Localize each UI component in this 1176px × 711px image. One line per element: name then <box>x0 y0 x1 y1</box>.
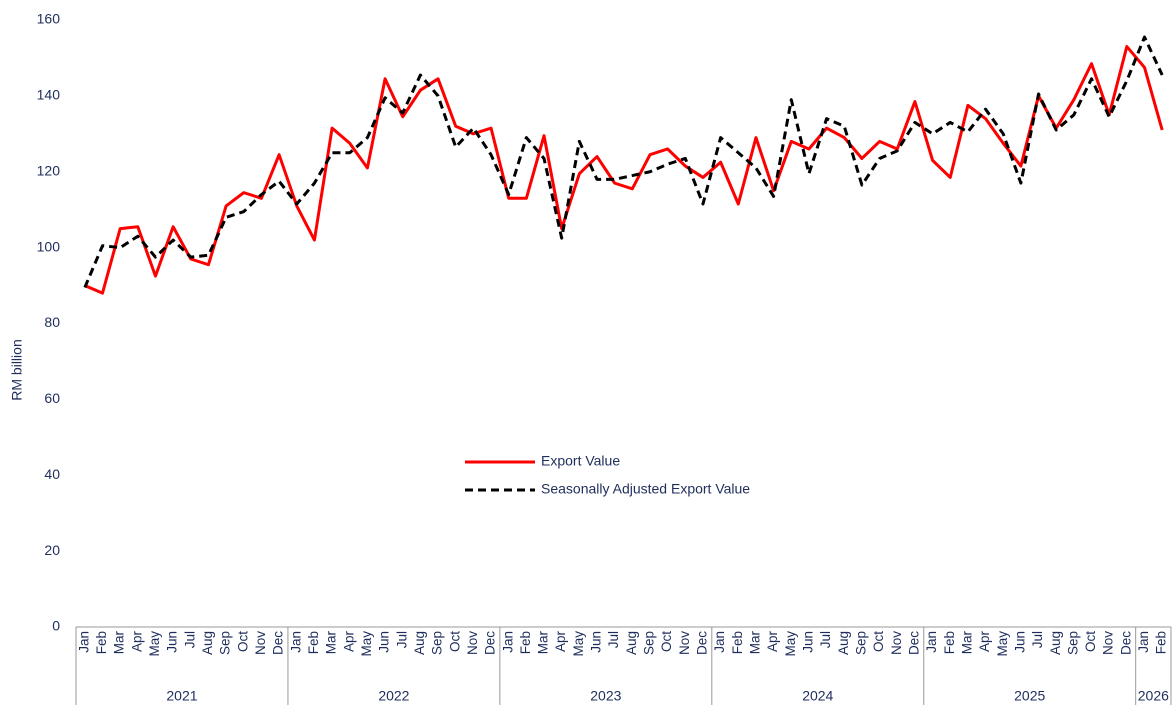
x-group-label: 2026 <box>1138 688 1169 704</box>
x-tick-label: May <box>147 631 162 657</box>
x-tick-label: Dec <box>271 631 286 655</box>
x-tick-label: Dec <box>695 631 710 655</box>
y-tick-label: 80 <box>44 314 60 330</box>
x-tick-label: Jul <box>394 631 409 648</box>
x-tick-label: Sep <box>430 631 445 655</box>
y-tick-label: 20 <box>44 542 60 558</box>
x-tick-label: Apr <box>977 631 992 653</box>
x-tick-label: Mar <box>536 630 551 654</box>
x-tick-label: May <box>783 631 798 657</box>
x-tick-label: Dec <box>483 631 498 655</box>
x-tick-label: Mar <box>748 630 763 654</box>
x-tick-label: Jan <box>500 631 515 653</box>
x-tick-label: Sep <box>853 631 868 655</box>
x-tick-label: Nov <box>465 631 480 655</box>
x-tick-label: Aug <box>624 631 639 655</box>
x-tick-label: Apr <box>341 631 356 653</box>
x-tick-label: May <box>995 631 1010 657</box>
y-tick-label: 40 <box>44 466 60 482</box>
x-tick-label: Jun <box>801 631 816 653</box>
y-tick-label: 140 <box>37 87 61 103</box>
data-line <box>83 35 1164 289</box>
x-tick-label: Nov <box>889 631 904 655</box>
x-tick-label: Aug <box>200 631 215 655</box>
x-tick-label: Dec <box>906 631 921 655</box>
x-tick-label: Oct <box>235 631 250 652</box>
x-tick-label: Feb <box>942 631 957 654</box>
x-group-label: 2024 <box>802 688 833 704</box>
x-tick-label: Jan <box>76 631 91 653</box>
x-tick-label: Dec <box>1118 631 1133 655</box>
x-tick-label: Feb <box>306 631 321 654</box>
x-tick-label: Jun <box>1012 631 1027 653</box>
x-group-label: 2022 <box>378 688 409 704</box>
x-tick-label: Jan <box>924 631 939 653</box>
x-tick-label: Jul <box>606 631 621 648</box>
x-tick-label: Jul <box>818 631 833 648</box>
x-tick-label: Feb <box>518 631 533 654</box>
x-tick-label: Aug <box>836 631 851 655</box>
x-group-label: 2023 <box>590 688 621 704</box>
y-tick-label: 120 <box>37 162 61 178</box>
legend-label: Export Value <box>541 453 620 469</box>
data-line <box>84 45 1164 295</box>
x-tick-label: May <box>359 631 374 657</box>
x-tick-label: Jan <box>712 631 727 653</box>
x-tick-label: Feb <box>1154 631 1169 654</box>
x-tick-label: Sep <box>218 631 233 655</box>
x-tick-label: Jan <box>1136 631 1151 653</box>
y-tick-label: 60 <box>44 390 60 406</box>
x-tick-label: Sep <box>642 631 657 655</box>
x-tick-label: Oct <box>871 631 886 652</box>
x-tick-label: Jan <box>288 631 303 653</box>
x-tick-label: Aug <box>412 631 427 655</box>
x-tick-label: Sep <box>1065 631 1080 655</box>
x-tick-label: Nov <box>1101 631 1116 655</box>
legend-label: Seasonally Adjusted Export Value <box>541 481 750 497</box>
y-tick-label: 0 <box>52 618 60 634</box>
x-tick-label: Oct <box>1083 631 1098 652</box>
x-tick-label: Apr <box>129 631 144 653</box>
x-tick-label: Oct <box>447 631 462 652</box>
x-tick-label: Jun <box>589 631 604 653</box>
x-tick-label: Apr <box>553 631 568 653</box>
x-tick-label: Nov <box>677 631 692 655</box>
x-tick-label: Jul <box>1030 631 1045 648</box>
y-tick-label: 160 <box>37 11 61 27</box>
x-group-label: 2025 <box>1014 688 1045 704</box>
x-tick-label: Feb <box>94 631 109 654</box>
x-tick-label: Jul <box>182 631 197 648</box>
y-axis-label: RM billion <box>9 339 25 400</box>
y-tick-label: 100 <box>37 238 61 254</box>
x-tick-label: Nov <box>253 631 268 655</box>
x-tick-label: Aug <box>1048 631 1063 655</box>
x-tick-label: May <box>571 631 586 657</box>
x-tick-label: Oct <box>659 631 674 652</box>
x-tick-label: Jun <box>165 631 180 653</box>
x-tick-label: Apr <box>765 631 780 653</box>
x-tick-label: Mar <box>324 630 339 654</box>
x-tick-label: Mar <box>112 630 127 654</box>
x-group-label: 2021 <box>166 688 197 704</box>
x-tick-label: Mar <box>959 630 974 654</box>
x-tick-label: Jun <box>377 631 392 653</box>
x-tick-label: Feb <box>730 631 745 654</box>
